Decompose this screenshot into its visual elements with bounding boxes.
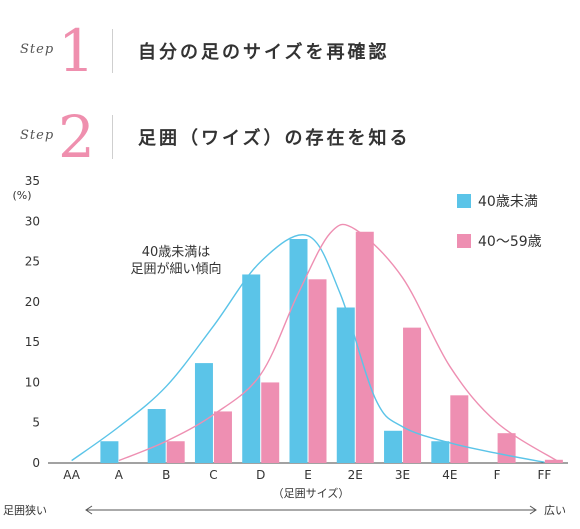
x-tick-label: E xyxy=(304,468,312,482)
bar-under40-C xyxy=(194,363,213,463)
chart-legend: 40歳未満 40～59歳 xyxy=(457,194,542,250)
curve-under40 xyxy=(71,234,545,463)
bar-40to59-F xyxy=(497,433,516,463)
y-tick-label: 35 xyxy=(25,174,40,188)
step-2-word: Step xyxy=(20,128,55,143)
y-axis-unit: (%) xyxy=(12,189,31,202)
bar-under40-B xyxy=(147,409,166,463)
wide-label: 広い xyxy=(544,504,566,517)
step-2-divider xyxy=(112,115,113,159)
arrow-left-head xyxy=(85,505,93,515)
bar-under40-E xyxy=(289,239,308,463)
bar-40to59-3E xyxy=(403,327,422,463)
narrow-label: 足囲狭い xyxy=(3,504,47,517)
bar-under40-2E xyxy=(336,307,355,463)
x-tick-label: A xyxy=(115,468,124,482)
step-1-header: Step 1 自分の足のサイズを再確認 xyxy=(0,20,580,90)
step-1-number: 1 xyxy=(58,17,95,85)
step-2-header: Step 2 足囲（ワイズ）の存在を知る xyxy=(0,106,580,176)
y-tick-label: 5 xyxy=(32,416,40,430)
x-tick-label: B xyxy=(162,468,170,482)
curve-40to59 xyxy=(118,223,560,463)
bar-40to59-2E xyxy=(355,231,374,463)
x-tick-label: 2E xyxy=(348,468,363,482)
bar-40to59-4E xyxy=(450,395,469,463)
x-tick-label: FF xyxy=(537,468,551,482)
x-tick-label: F xyxy=(494,468,501,482)
y-tick-label: 10 xyxy=(25,375,40,389)
step-2-number: 2 xyxy=(58,103,95,171)
x-tick-label: 4E xyxy=(442,468,457,482)
annotation-text: 足囲が細い傾向 xyxy=(130,261,221,277)
bar-40to59-FF xyxy=(544,459,563,463)
step-1-title: 自分の足のサイズを再確認 xyxy=(138,42,390,63)
bar-under40-4E xyxy=(431,441,450,463)
chart-bars xyxy=(100,231,563,463)
bar-under40-D xyxy=(242,274,261,463)
legend-swatch xyxy=(457,234,471,248)
bar-40to59-B xyxy=(166,441,185,463)
legend-swatch xyxy=(457,194,471,208)
x-tick-label: C xyxy=(209,468,217,482)
bar-under40-3E xyxy=(384,430,403,463)
y-tick-label: 0 xyxy=(32,456,40,470)
legend-label: 40歳未満 xyxy=(478,194,538,210)
x-axis-title: （足囲サイズ） xyxy=(273,486,350,500)
bar-under40-A xyxy=(100,441,119,463)
arrow-right-head xyxy=(529,505,537,515)
y-tick-label: 30 xyxy=(25,214,40,228)
bar-40to59-E xyxy=(308,279,327,463)
chart-curves xyxy=(71,223,560,463)
x-tick-label: D xyxy=(256,468,265,482)
x-tick-label: 3E xyxy=(395,468,410,482)
step-1-divider xyxy=(112,29,113,73)
step-2-title: 足囲（ワイズ）の存在を知る xyxy=(138,128,411,149)
annotation-text: 40歳未満は xyxy=(142,245,211,260)
step-1-word: Step xyxy=(20,42,55,57)
bar-40to59-C xyxy=(213,411,232,463)
legend-label: 40～59歳 xyxy=(478,234,542,250)
bar-40to59-D xyxy=(261,382,280,463)
y-tick-label: 15 xyxy=(25,335,40,349)
x-tick-label: AA xyxy=(63,468,81,482)
y-tick-label: 25 xyxy=(25,255,40,269)
y-tick-label: 20 xyxy=(25,295,40,309)
